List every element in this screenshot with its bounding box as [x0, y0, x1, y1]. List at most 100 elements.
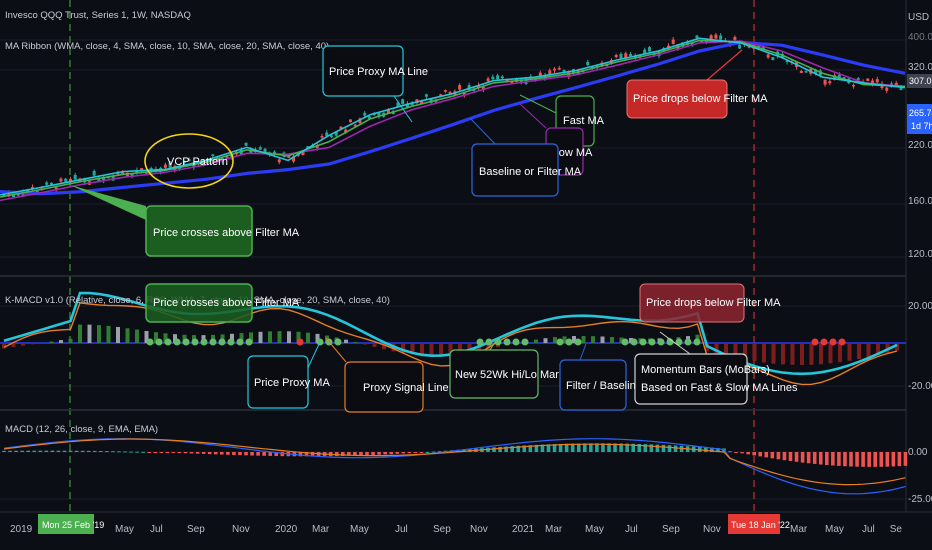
- price-tick-120: 120.00: [908, 249, 932, 260]
- macd-histogram-bar: [655, 444, 660, 452]
- time-tick-11: 2021: [512, 524, 535, 535]
- candle-body: [334, 132, 338, 136]
- candle-body: [633, 55, 637, 59]
- time-tick-20: Se: [890, 524, 903, 535]
- macd-histogram-bar: [129, 451, 133, 453]
- candle-body: [614, 55, 618, 58]
- macd-histogram-bar: [758, 452, 763, 457]
- candle-body: [804, 71, 808, 73]
- fast-ma-line: [0, 39, 906, 198]
- candle-body: [814, 69, 818, 74]
- momentum-bars-pointer: [659, 331, 691, 355]
- candle-body: [871, 80, 875, 85]
- macd-histogram-bar: [516, 445, 521, 452]
- macd-histogram-bar: [250, 452, 254, 456]
- momentum-bar: [154, 332, 158, 343]
- hi-lo-marker-dot: [494, 338, 502, 346]
- momentum-bar: [572, 336, 576, 343]
- crosses-above-mid-label: Price crosses above Filter MA: [153, 297, 300, 309]
- hi-lo-marker-dot: [811, 338, 819, 346]
- macd-histogram-bar: [413, 452, 418, 453]
- macd-histogram-bar: [117, 451, 121, 453]
- candle-body: [553, 68, 557, 71]
- candle-body: [875, 79, 879, 83]
- time-tick-9: Sep: [433, 524, 451, 535]
- hi-lo-marker-dot: [227, 338, 235, 346]
- macd-histogram-bar: [764, 452, 769, 458]
- candle-body: [339, 126, 343, 129]
- marker-down-date: Tue 18 Jan '22: [731, 520, 790, 530]
- momentum-bar: [125, 328, 130, 343]
- candle-body: [377, 112, 381, 117]
- bar-countdown: 1d 7h: [911, 121, 932, 131]
- macd-histogram-bar: [752, 452, 756, 456]
- momentum-bars-label-1: Momentum Bars (MoBars): [641, 364, 770, 376]
- macd-histogram-bar: [825, 452, 829, 466]
- candle-body: [538, 72, 542, 77]
- candle-body: [439, 94, 443, 96]
- momentum-bar: [315, 333, 320, 343]
- momentum-bar: [249, 332, 253, 343]
- candle-body: [486, 78, 490, 82]
- macd-histogram-bar: [20, 450, 24, 452]
- momentum-bar: [372, 343, 377, 347]
- candle-body: [695, 35, 699, 38]
- candle-body: [367, 116, 371, 119]
- momentum-bar: [771, 343, 776, 364]
- momentum-bar: [363, 343, 367, 345]
- macd-histogram-bar: [268, 452, 272, 456]
- candle-body: [458, 85, 462, 90]
- filter-ma-badge: [907, 104, 932, 134]
- macd-histogram-bar: [613, 443, 617, 452]
- momentum-bar: [467, 343, 472, 354]
- candle-body: [643, 49, 647, 54]
- momentum-bar: [116, 327, 120, 343]
- macd-histogram-bar: [310, 452, 315, 457]
- macd-histogram-bar: [371, 452, 375, 455]
- hi-lo-marker-dot: [657, 338, 665, 346]
- marker-down-date-badge: [728, 514, 780, 534]
- price-tick-400: 400.00: [908, 32, 932, 43]
- momentum-bar: [268, 331, 272, 343]
- candle-body: [187, 159, 191, 162]
- macd-histogram-bar: [377, 452, 381, 455]
- macd-histogram-bar: [873, 452, 877, 467]
- momentum-bar: [562, 336, 567, 343]
- momentum-bar: [230, 333, 234, 343]
- macd-histogram-bar: [794, 452, 799, 462]
- candle-body: [491, 76, 495, 80]
- slow-ma-pointer: [519, 103, 547, 129]
- macd-histogram-bar: [812, 452, 817, 464]
- hi-lo-marker-dot: [556, 338, 564, 346]
- time-tick-0: 2019: [10, 524, 33, 535]
- macd-histogram-bar: [425, 451, 430, 453]
- candle-body: [467, 85, 471, 90]
- momentum-bar: [714, 343, 719, 354]
- macd-histogram-bar: [226, 452, 230, 455]
- time-tick-6: Mar: [312, 524, 330, 535]
- candle-body: [657, 51, 661, 57]
- time-tick-8: Jul: [395, 524, 408, 535]
- hi-lo-marker-dot: [155, 338, 163, 346]
- macd-histogram-bar: [353, 452, 357, 456]
- candle-body: [586, 61, 590, 66]
- macd-histogram-bar: [407, 452, 412, 454]
- time-axis: 2019 May Jul Sep Nov 2020 Mar May Jul Sep Nov 2021 M…: [10, 524, 902, 535]
- macd-histogram-bar: [147, 452, 151, 453]
- macd-histogram-bar: [855, 452, 859, 467]
- momentum-bar: [534, 339, 538, 343]
- candle-body: [64, 178, 68, 182]
- momentum-bar: [49, 341, 54, 343]
- filter-baseline-pointer: [579, 343, 587, 361]
- candle-body: [263, 148, 267, 153]
- fast-ma-label: Fast MA: [563, 115, 605, 127]
- macd-histogram-bar: [232, 452, 236, 455]
- macd-histogram-bar: [510, 446, 514, 452]
- candle-body: [348, 119, 352, 123]
- macd-histogram-bar: [625, 443, 629, 452]
- candle-body: [500, 76, 504, 79]
- candle-body: [443, 90, 447, 92]
- baseline-filter-callout: [471, 143, 559, 197]
- hi-lo-marker-dot: [675, 338, 683, 346]
